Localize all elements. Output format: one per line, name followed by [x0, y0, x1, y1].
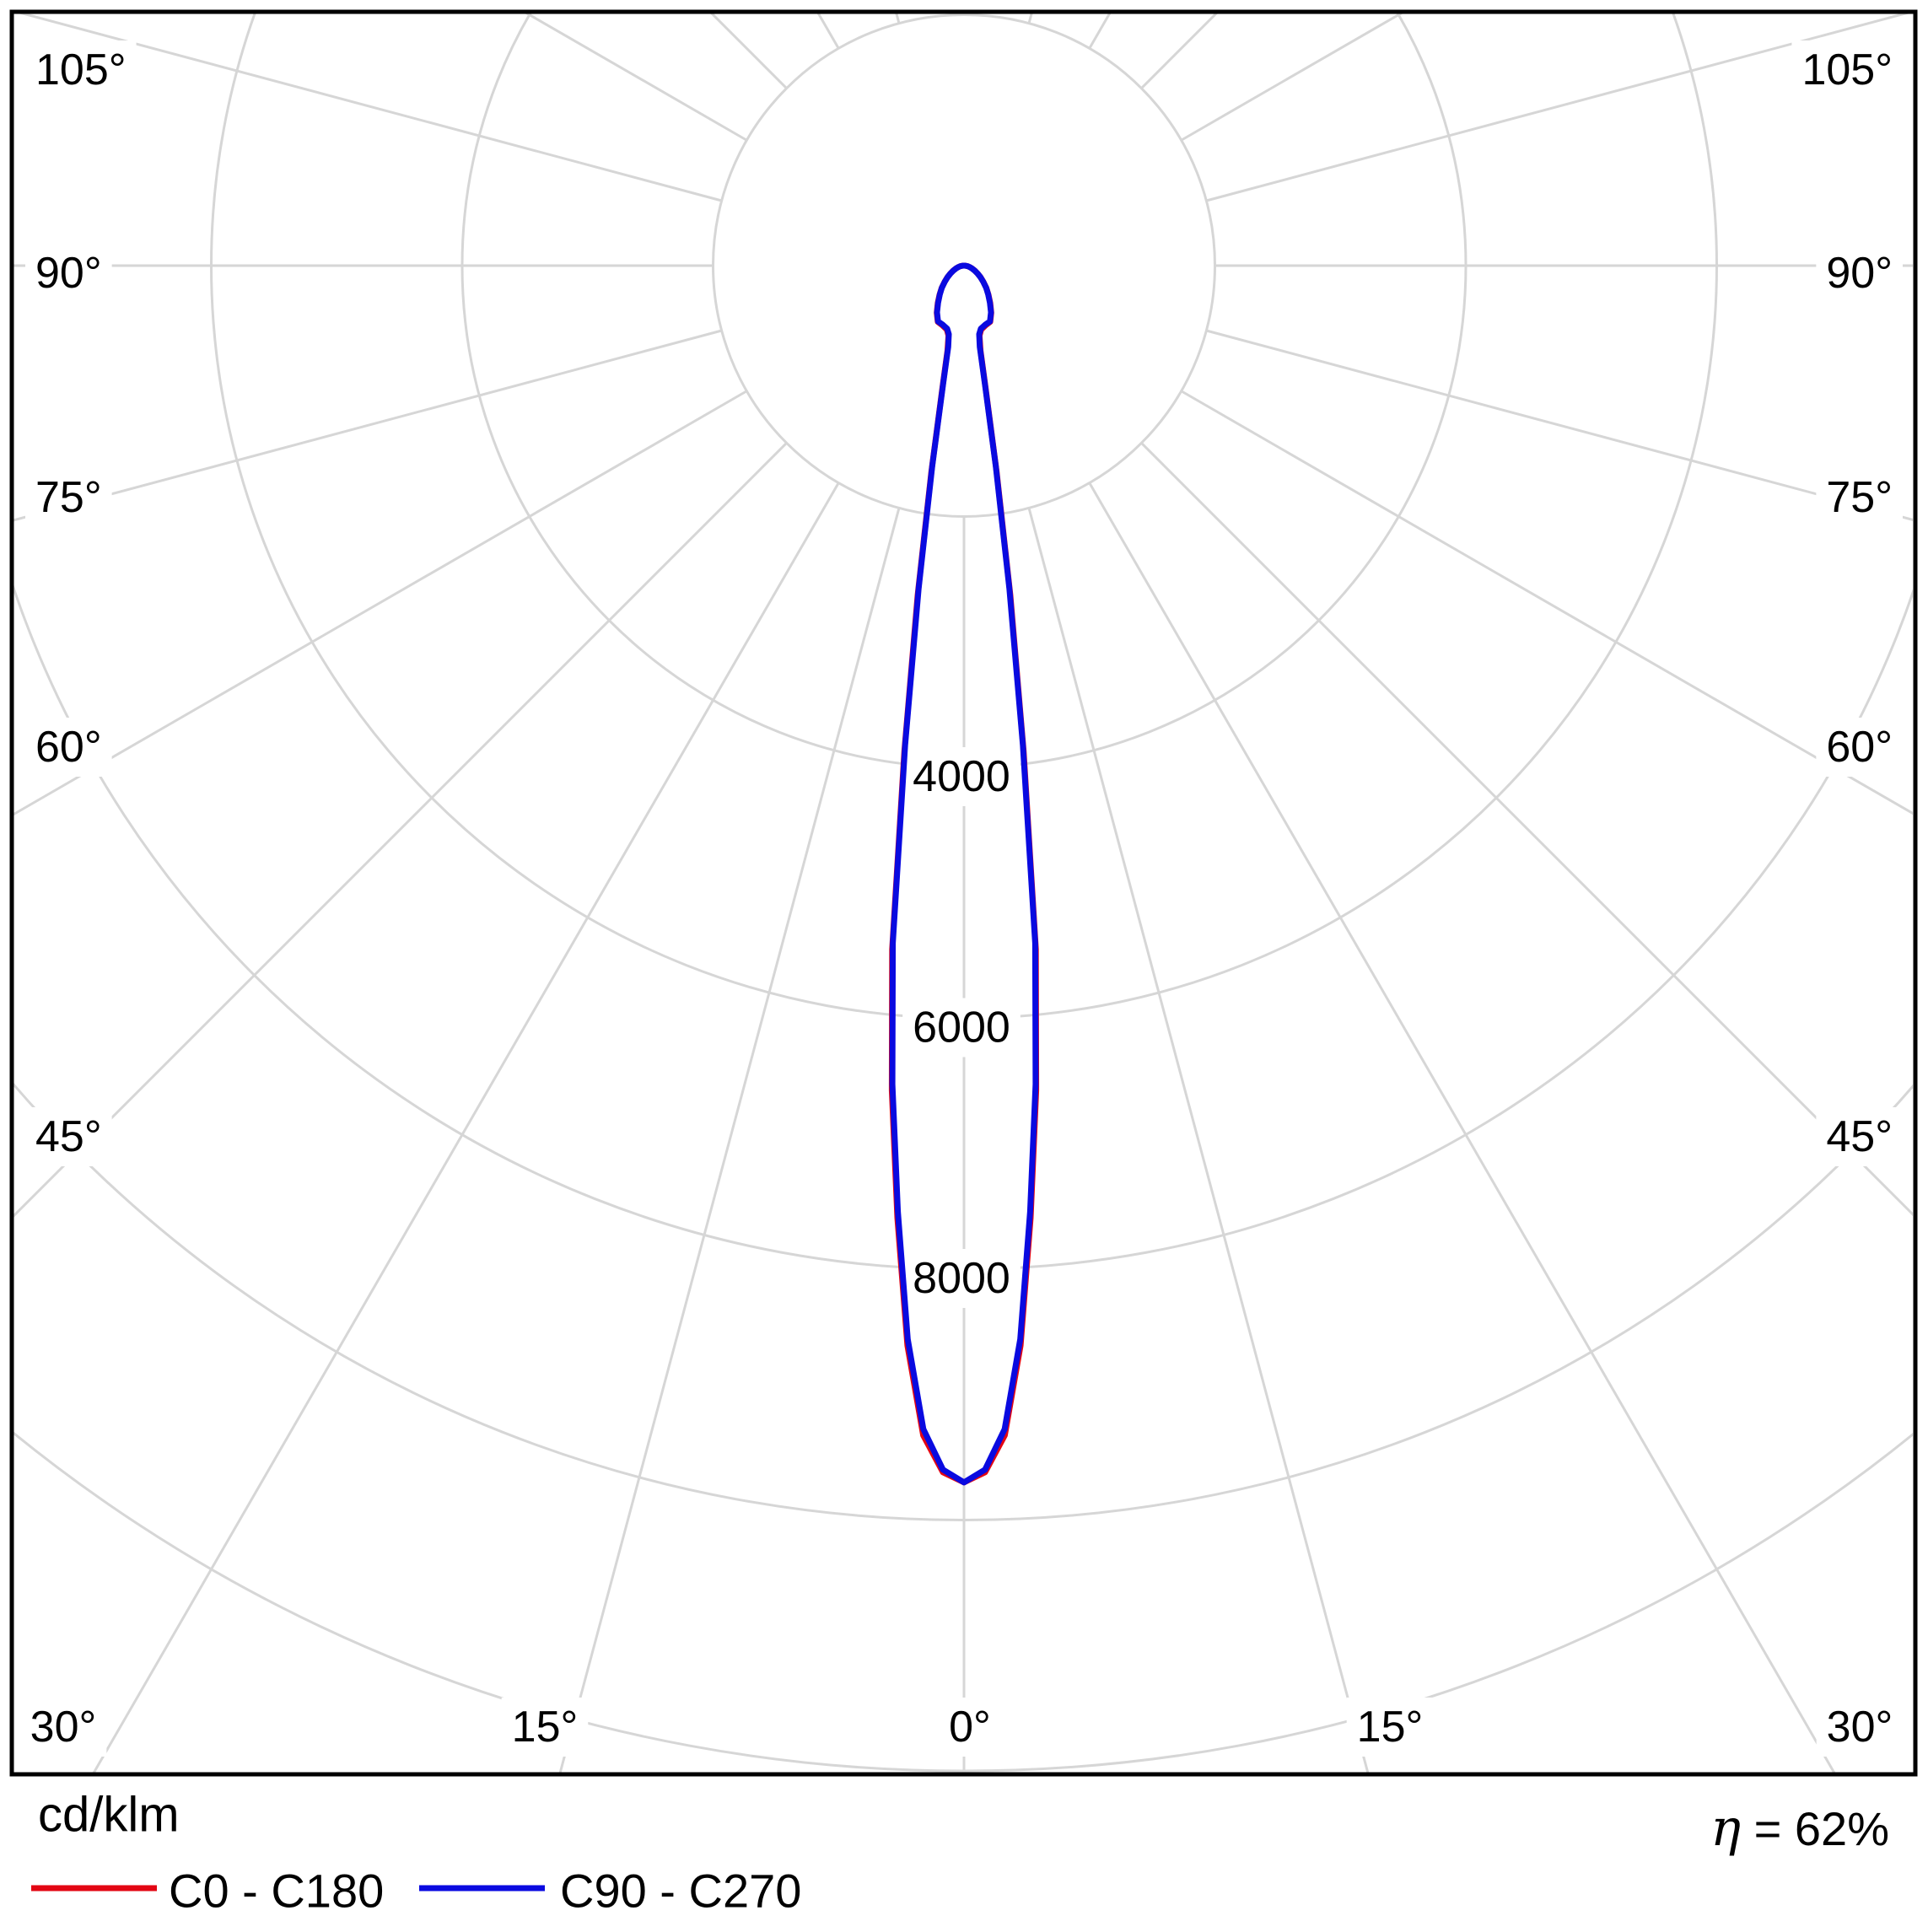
angle-label-left-75-bg	[25, 468, 112, 527]
angle-label-left-90: 90°	[35, 249, 102, 298]
angle-label-bottom-0-bg	[19, 1698, 107, 1757]
angle-label-left-60-bg	[25, 718, 112, 777]
unit-label: cd/klm	[38, 1788, 180, 1843]
angle-label-bottom-1: 15°	[512, 1703, 579, 1752]
radial-gridline-L30	[92, 482, 840, 1773]
ring-label-8000: 8000	[913, 1254, 1010, 1303]
angle-label-left-60: 60°	[35, 723, 102, 772]
radial-gridline-L75	[13, 329, 723, 522]
angle-label-bottom-2-bg	[939, 1698, 1001, 1757]
angle-label-bottom-4: 30°	[1827, 1703, 1893, 1752]
radial-gridline-R30	[1088, 482, 1836, 1773]
radial-gridline-L60	[13, 390, 748, 816]
angle-label-right-105: 105°	[1801, 46, 1893, 94]
angle-label-bottom-1-bg	[501, 1698, 589, 1757]
legend-label-c0-c180: C0 - C180	[169, 1865, 384, 1918]
angle-label-right-60: 60°	[1826, 723, 1893, 772]
curve-c90-c270	[889, 262, 1039, 1486]
grid-labels: 4000 6000 8000 105° 90° 75° 60° 45° 105° 90° 75° 60…	[19, 40, 1904, 1757]
ring-label-6000-bg	[902, 998, 1021, 1057]
radial-gridline-L15	[558, 507, 901, 1773]
angle-label-right-60-bg	[1816, 718, 1903, 777]
angle-label-left-105: 105°	[35, 46, 127, 94]
radial-gridline-L45	[13, 442, 788, 1219]
legend: C0 - C180 C90 - C270	[31, 1865, 801, 1918]
angle-label-right-90-bg	[1816, 244, 1903, 303]
angle-label-right-45: 45°	[1826, 1112, 1893, 1161]
angle-label-right-75: 75°	[1826, 473, 1893, 522]
ring-label-8000-bg	[902, 1249, 1021, 1308]
ring-label-6000: 6000	[913, 1004, 1010, 1052]
radial-gridline-L105	[18, 13, 723, 202]
angle-label-bottom-3-bg	[1346, 1698, 1434, 1757]
angle-label-left-75: 75°	[35, 473, 102, 522]
angle-label-left-105-bg	[25, 40, 137, 100]
efficiency-label: η = 62%	[1710, 1799, 1889, 1858]
radial-gridline-R60	[1180, 390, 1913, 815]
angle-label-right-90: 90°	[1826, 249, 1893, 298]
angle-label-right-45-bg	[1816, 1107, 1903, 1166]
angle-label-bottom-3: 15°	[1357, 1703, 1424, 1752]
intensity-curves	[888, 262, 1040, 1486]
angle-label-bottom-4-bg	[1816, 1698, 1904, 1757]
angle-label-left-90-bg	[25, 244, 112, 303]
angle-label-left-45: 45°	[35, 1112, 102, 1161]
eta-value: = 62%	[1741, 1802, 1889, 1855]
angle-label-right-75-bg	[1816, 468, 1903, 527]
angle-label-left-45-bg	[25, 1107, 112, 1166]
radial-gridline-R15	[1027, 507, 1370, 1773]
radial-gridline-R75	[1205, 329, 1913, 521]
plot-frame	[9, 9, 1918, 1777]
angle-label-right-105-bg	[1791, 40, 1903, 100]
angle-label-bottom-0: 30°	[30, 1703, 97, 1752]
eta-symbol: η	[1710, 1799, 1741, 1858]
radial-gridline-R105	[1205, 13, 1910, 202]
radial-gridline-R45	[1140, 442, 1913, 1217]
ring-label-4000: 4000	[913, 752, 1010, 801]
legend-label-c90-c270: C90 - C270	[560, 1865, 801, 1918]
ring-label-4000-bg	[902, 747, 1021, 806]
angle-label-bottom-2: 0°	[949, 1703, 991, 1752]
